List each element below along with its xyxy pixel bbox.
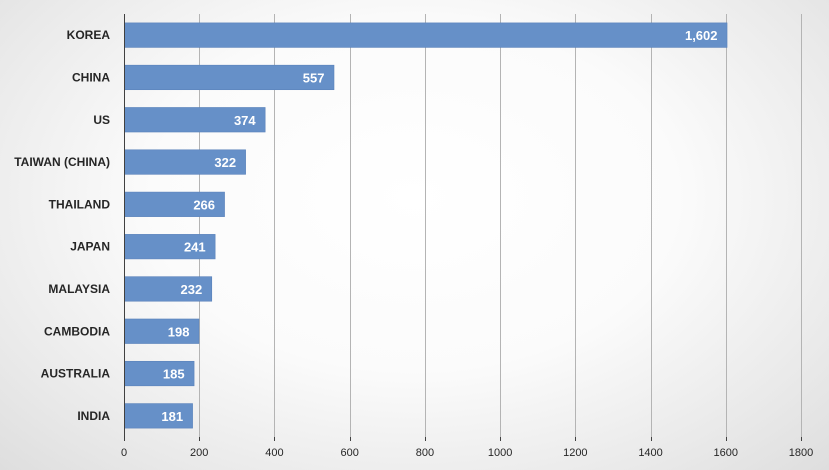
data-label: 374 [234,113,256,128]
x-tick-label: 1800 [789,447,813,459]
x-tick-label: 200 [190,447,208,459]
bars [124,22,728,429]
data-label: 181 [161,409,183,424]
x-tick-label: 1000 [488,447,512,459]
x-tick-label: 0 [121,447,127,459]
category-label: JAPAN [70,240,110,254]
bar-korea [124,22,728,48]
category-label: CAMBODIA [44,324,110,338]
axes [124,14,802,441]
category-label: THAILAND [49,197,111,211]
category-label: MALAYSIA [48,282,110,296]
bar-us [124,107,266,133]
category-label: KOREA [67,28,111,42]
x-tick-label: 1200 [563,447,587,459]
data-label: 185 [163,367,185,382]
x-tick-label: 1600 [714,447,738,459]
category-label: AUSTRALIA [41,367,111,381]
data-label: 266 [193,197,215,212]
data-label: 198 [168,324,190,339]
x-tick-label: 800 [416,447,434,459]
category-label: US [93,113,110,127]
data-label: 1,602 [685,28,718,43]
bar-japan [124,234,216,260]
bar-india [124,403,193,429]
x-tick-label: 600 [340,447,358,459]
bar-malaysia [124,276,213,302]
category-label: CHINA [72,70,110,84]
data-label: 241 [184,240,206,255]
x-tick-label: 400 [265,447,283,459]
bar-china [124,64,335,91]
bar-taiwan-china [124,149,246,175]
data-label: 322 [214,155,236,170]
category-label: INDIA [77,409,110,423]
data-label: 557 [303,70,325,85]
category-label: TAIWAN (CHINA) [14,155,110,169]
bar-thailand [124,191,225,217]
data-label: 232 [181,282,203,297]
bar-cambodia [124,318,200,344]
x-tick-label: 1400 [638,447,662,459]
labels: 0 200 400 600 800 1000 1200 1400 1600 1800 KOREA 1,… [14,28,813,459]
